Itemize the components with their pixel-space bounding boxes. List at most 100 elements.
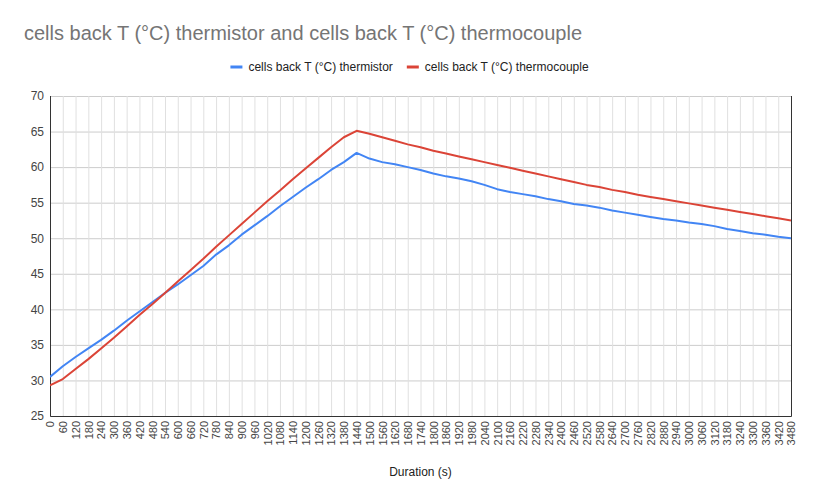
x-tick-label: 2640 (606, 421, 618, 445)
x-grid-line (280, 96, 281, 416)
y-tick-label: 70 (31, 89, 45, 103)
x-grid-line (714, 96, 715, 416)
x-tick-label: 2820 (645, 421, 657, 445)
x-tick: 1920 (453, 96, 465, 445)
x-tick-label: 2040 (479, 421, 491, 445)
x-grid-line (395, 96, 396, 416)
chart-svg: 2530354045505560657006012018024030036042… (0, 0, 819, 503)
x-tick-label: 1200 (300, 421, 312, 445)
legend-label: cells back T (°C) thermistor (248, 60, 392, 74)
legend-item: cells back T (°C) thermocouple (407, 60, 589, 74)
x-tick-label: 300 (108, 421, 120, 439)
x-tick: 1500 (364, 96, 376, 445)
x-tick-label: 960 (249, 421, 261, 439)
x-tick-label: 120 (70, 421, 82, 439)
x-grid-line (229, 96, 230, 416)
x-grid-line (331, 96, 332, 416)
x-grid-line (510, 96, 511, 416)
x-axis-line (51, 96, 792, 417)
x-tick: 540 (159, 96, 171, 439)
y-tick-label: 40 (31, 303, 45, 317)
x-tick: 2580 (594, 96, 606, 445)
x-grid-line (599, 96, 600, 416)
x-grid-line (497, 96, 498, 416)
x-axis: 0601201802403003604204805406006607207808… (44, 96, 797, 445)
x-grid-line (548, 96, 549, 416)
x-tick: 1200 (300, 96, 312, 445)
x-tick: 1260 (313, 96, 325, 445)
y-tick-label: 45 (31, 267, 45, 281)
x-grid-line (638, 96, 639, 416)
x-grid-line (702, 96, 703, 416)
x-tick-label: 1680 (402, 421, 414, 445)
x-grid-line (127, 96, 128, 416)
x-grid-line (216, 96, 217, 416)
x-tick-label: 720 (198, 421, 210, 439)
x-grid-line (484, 96, 485, 416)
x-grid-line (689, 96, 690, 416)
x-tick: 3300 (747, 96, 759, 445)
x-grid-line (587, 96, 588, 416)
y-axis: 25303540455055606570 (31, 89, 791, 423)
x-tick: 360 (121, 96, 133, 439)
x-tick: 3360 (760, 96, 772, 445)
x-grid-line (344, 96, 345, 416)
lines (50, 131, 791, 386)
x-tick: 2520 (581, 96, 593, 445)
x-tick-label: 420 (134, 421, 146, 439)
x-axis-title: Duration (s) (389, 465, 452, 479)
chart-title: cells back T (°C) thermistor and cells b… (24, 22, 582, 44)
legend: cells back T (°C) thermistor cells back T… (230, 60, 588, 74)
x-tick-label: 2100 (492, 421, 504, 445)
x-tick-label: 540 (159, 421, 171, 439)
x-tick-label: 1320 (325, 421, 337, 445)
x-tick: 3000 (683, 96, 695, 445)
x-tick: 1020 (262, 96, 274, 445)
x-tick: 2400 (555, 96, 567, 445)
x-tick: 3060 (696, 96, 708, 445)
x-tick-label: 3300 (747, 421, 759, 445)
x-tick-label: 1020 (262, 421, 274, 445)
x-tick: 2640 (606, 96, 618, 445)
x-tick-label: 0 (44, 421, 56, 427)
x-tick: 1860 (440, 96, 452, 445)
x-grid-line (778, 96, 779, 416)
x-tick-label: 1740 (415, 421, 427, 445)
x-grid-line (178, 96, 179, 416)
x-tick: 960 (249, 96, 261, 439)
x-tick: 2040 (479, 96, 491, 445)
x-grid-line (727, 96, 728, 416)
plot: 2530354045505560657006012018024030036042… (31, 89, 798, 445)
x-tick: 900 (236, 96, 248, 439)
x-tick-label: 1440 (351, 421, 363, 445)
x-grid-line (318, 96, 319, 416)
legend-item: cells back T (°C) thermistor (230, 60, 392, 74)
x-grid-line (523, 96, 524, 416)
x-tick-label: 1860 (440, 421, 452, 445)
x-grid-line (101, 96, 102, 416)
y-tick-label: 65 (31, 125, 45, 139)
x-grid-line (242, 96, 243, 416)
x-tick: 420 (134, 96, 146, 439)
x-tick-label: 1140 (287, 421, 299, 445)
legend-label: cells back T (°C) thermocouple (425, 60, 589, 74)
x-grid-line (88, 96, 89, 416)
x-grid-line (765, 96, 766, 416)
x-grid-line (663, 96, 664, 416)
x-tick: 1140 (287, 96, 299, 445)
x-grid-line (676, 96, 677, 416)
x-tick: 3240 (734, 96, 746, 445)
x-tick-label: 2880 (658, 421, 670, 445)
y-tick-label: 60 (31, 160, 45, 174)
x-tick-label: 1920 (453, 421, 465, 445)
x-grid-line (293, 96, 294, 416)
x-grid-line (561, 96, 562, 416)
x-tick: 300 (108, 96, 120, 439)
series-line (50, 131, 791, 386)
x-tick-label: 1260 (313, 421, 325, 445)
x-tick: 2100 (492, 96, 504, 445)
x-grid-line (63, 96, 64, 416)
x-tick-label: 900 (236, 421, 248, 439)
x-tick-label: 3480 (785, 421, 797, 445)
x-tick-label: 240 (95, 421, 107, 439)
